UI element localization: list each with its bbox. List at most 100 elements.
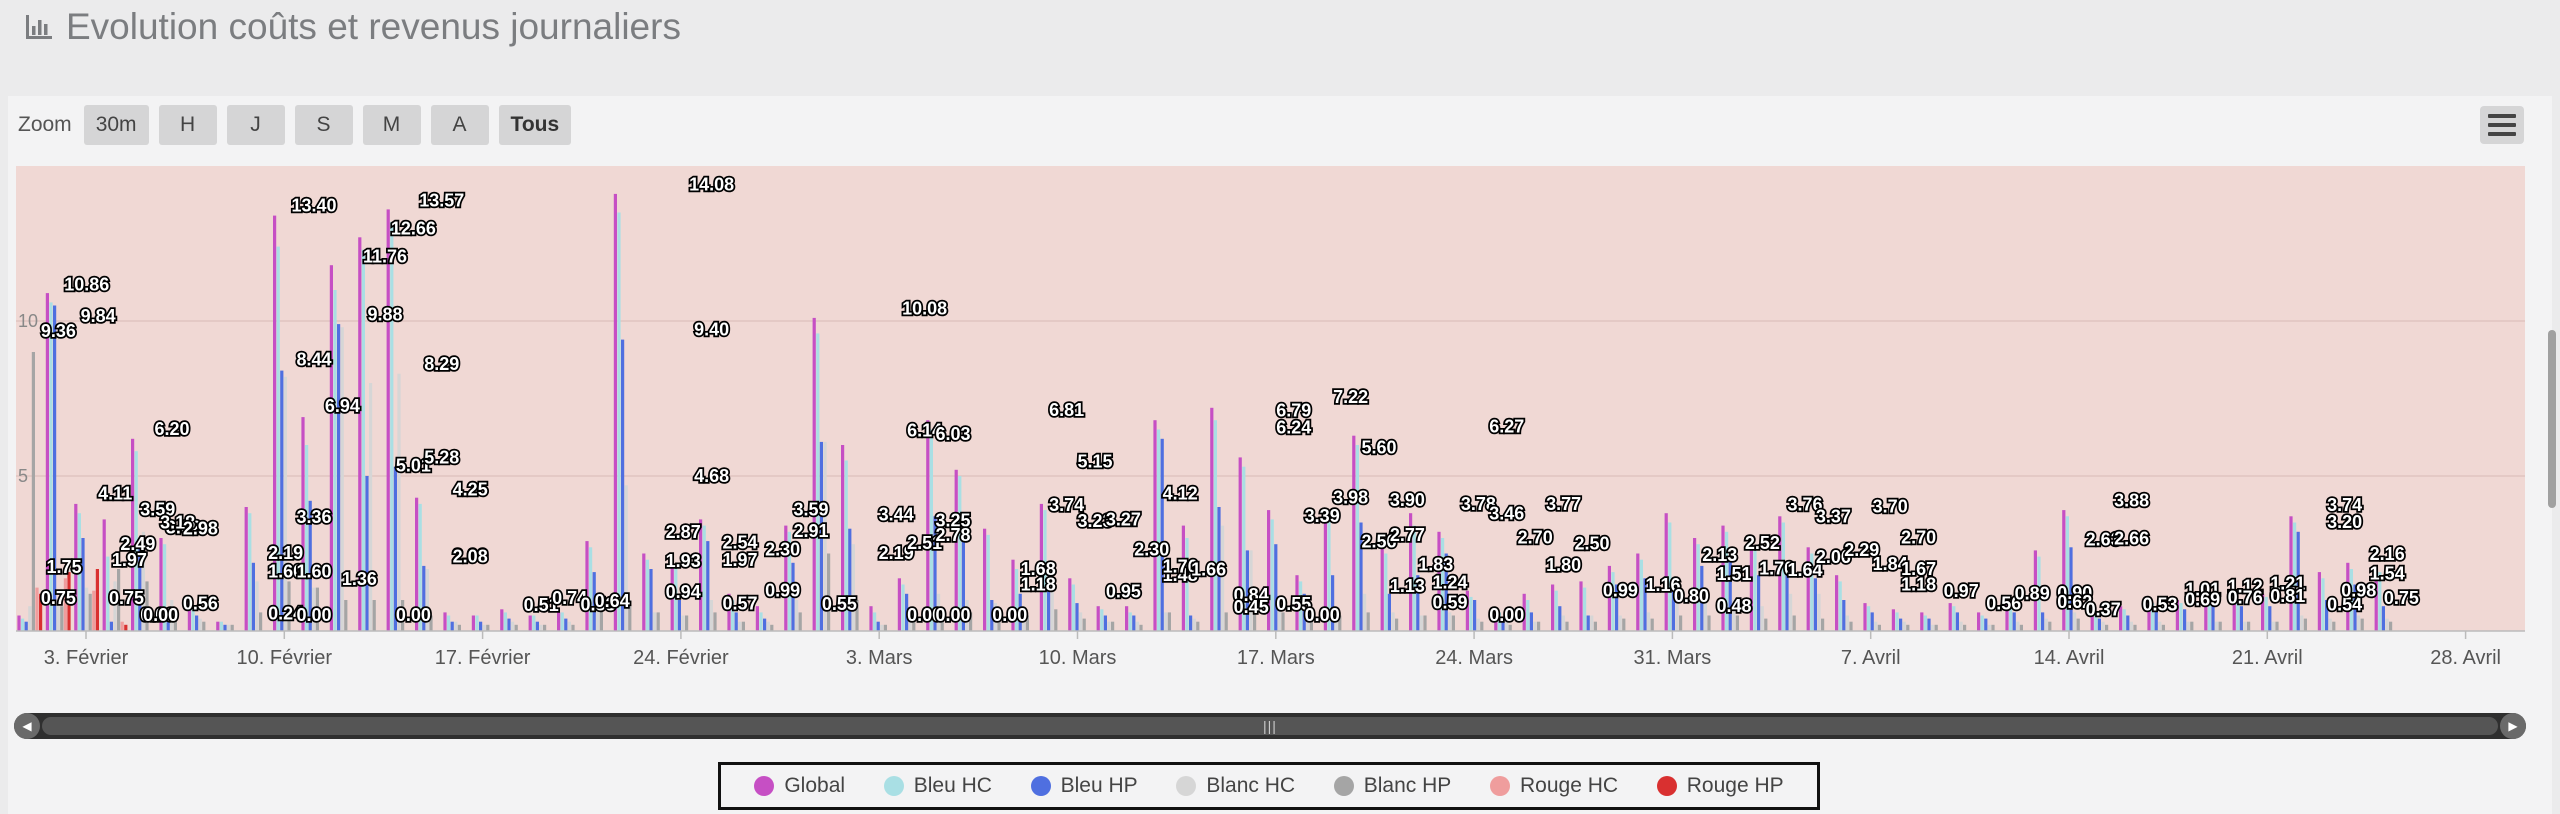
bar bbox=[24, 621, 28, 631]
legend-item[interactable]: Blanc HC bbox=[1176, 774, 1295, 798]
bar bbox=[883, 624, 887, 631]
data-label: 0.89 bbox=[2015, 583, 2050, 603]
bar bbox=[1963, 624, 1967, 631]
bar bbox=[1274, 544, 1278, 631]
bar bbox=[1821, 618, 1825, 631]
x-tick-label: 21. Avril bbox=[2232, 647, 2303, 669]
bar bbox=[567, 621, 571, 631]
bar bbox=[1494, 609, 1498, 631]
data-label: 0.54 bbox=[2327, 594, 2362, 614]
x-tick-label: 10. Mars bbox=[1039, 647, 1117, 669]
bar bbox=[876, 621, 880, 631]
page-vertical-scrollbar[interactable] bbox=[2548, 330, 2556, 508]
data-label: 5.60 bbox=[1361, 437, 1396, 457]
bar bbox=[791, 562, 795, 631]
bar bbox=[2239, 606, 2243, 631]
legend-dot-icon bbox=[883, 776, 904, 796]
zoom-s-button[interactable]: S bbox=[294, 105, 353, 145]
data-label: 0.75 bbox=[2384, 588, 2419, 608]
bar bbox=[1302, 593, 1306, 631]
bar bbox=[67, 572, 71, 631]
bar bbox=[88, 593, 92, 631]
data-label: 9.40 bbox=[694, 320, 729, 340]
bar bbox=[738, 621, 742, 631]
bar bbox=[827, 553, 831, 631]
zoom-a-button[interactable]: A bbox=[430, 105, 489, 145]
bar bbox=[1167, 612, 1171, 631]
data-label: 2.70 bbox=[1518, 527, 1553, 547]
legend-item[interactable]: Rouge HP bbox=[1656, 774, 1784, 798]
data-label: 1.16 bbox=[1645, 575, 1680, 595]
bar bbox=[1352, 435, 1356, 631]
bar bbox=[1955, 612, 1959, 631]
bar bbox=[1043, 510, 1047, 631]
bar bbox=[53, 305, 57, 631]
bar bbox=[702, 525, 706, 631]
scroll-left-arrow-icon[interactable]: ◀ bbox=[14, 713, 40, 739]
bar bbox=[259, 612, 263, 631]
bar bbox=[2044, 618, 2048, 631]
legend-item[interactable]: Bleu HC bbox=[883, 774, 992, 798]
bar bbox=[2019, 624, 2023, 631]
x-tick-label: 31. Mars bbox=[1633, 647, 1711, 669]
bar bbox=[280, 370, 284, 631]
bar bbox=[301, 417, 305, 631]
bar bbox=[1015, 569, 1019, 631]
legend-item[interactable]: Global bbox=[754, 774, 845, 798]
zoom-tous-button[interactable]: Tous bbox=[498, 105, 572, 145]
bar bbox=[1906, 624, 1910, 631]
legend-item[interactable]: Rouge HC bbox=[1489, 774, 1618, 798]
x-tick-label: 17. Mars bbox=[1237, 647, 1315, 669]
bar bbox=[333, 290, 337, 631]
bar bbox=[1867, 606, 1871, 631]
bar bbox=[1522, 593, 1526, 631]
bar bbox=[138, 538, 142, 631]
bar bbox=[283, 376, 287, 631]
bar bbox=[219, 621, 223, 631]
bar bbox=[1732, 600, 1736, 631]
chart-menu-button[interactable] bbox=[2480, 106, 2524, 144]
data-label: 1.01 bbox=[2185, 580, 2220, 600]
data-label: 13.40 bbox=[291, 196, 336, 216]
bar bbox=[2207, 600, 2211, 631]
scroll-right-arrow-icon[interactable]: ▶ bbox=[2500, 713, 2526, 739]
zoom-j-button[interactable]: J bbox=[226, 105, 285, 145]
bar bbox=[81, 538, 85, 631]
bar bbox=[1526, 600, 1530, 631]
bar bbox=[585, 541, 589, 631]
bar bbox=[124, 624, 128, 631]
bar bbox=[844, 460, 848, 631]
zoom-h-button[interactable]: H bbox=[158, 105, 217, 145]
bar bbox=[1778, 516, 1782, 631]
data-label: 6.03 bbox=[935, 424, 970, 444]
bar bbox=[422, 565, 426, 631]
bar bbox=[528, 615, 532, 631]
bar bbox=[2378, 572, 2382, 631]
data-label: 3.27 bbox=[1106, 510, 1141, 530]
bar bbox=[1934, 624, 1938, 631]
bar bbox=[1103, 615, 1107, 631]
zoom-m-button[interactable]: M bbox=[362, 105, 421, 145]
bar bbox=[2275, 621, 2279, 631]
bar bbox=[1253, 612, 1257, 631]
bar bbox=[798, 612, 802, 631]
bar bbox=[393, 466, 397, 631]
bar bbox=[1891, 609, 1895, 631]
legend-item[interactable]: Bleu HP bbox=[1030, 774, 1138, 798]
bar bbox=[486, 624, 490, 631]
bar bbox=[961, 531, 965, 631]
bar bbox=[766, 621, 770, 631]
data-label: 1.24 bbox=[1432, 573, 1467, 593]
bar bbox=[653, 612, 657, 631]
data-label: 10.08 bbox=[902, 299, 947, 319]
data-label: 0.56 bbox=[183, 594, 218, 614]
data-label: 2.19 bbox=[879, 543, 914, 563]
scrollbar-thumb[interactable]: ||| bbox=[42, 717, 2498, 735]
x-tick-label: 24. Mars bbox=[1435, 647, 1513, 669]
bar bbox=[244, 507, 248, 631]
legend-item[interactable]: Blanc HP bbox=[1333, 774, 1451, 798]
legend-label: Rouge HP bbox=[1686, 774, 1784, 797]
range-scrollbar[interactable]: ◀ ||| ▶ bbox=[14, 713, 2526, 739]
zoom-30m-button[interactable]: 30m bbox=[83, 105, 149, 145]
data-label: 0.53 bbox=[580, 595, 615, 615]
